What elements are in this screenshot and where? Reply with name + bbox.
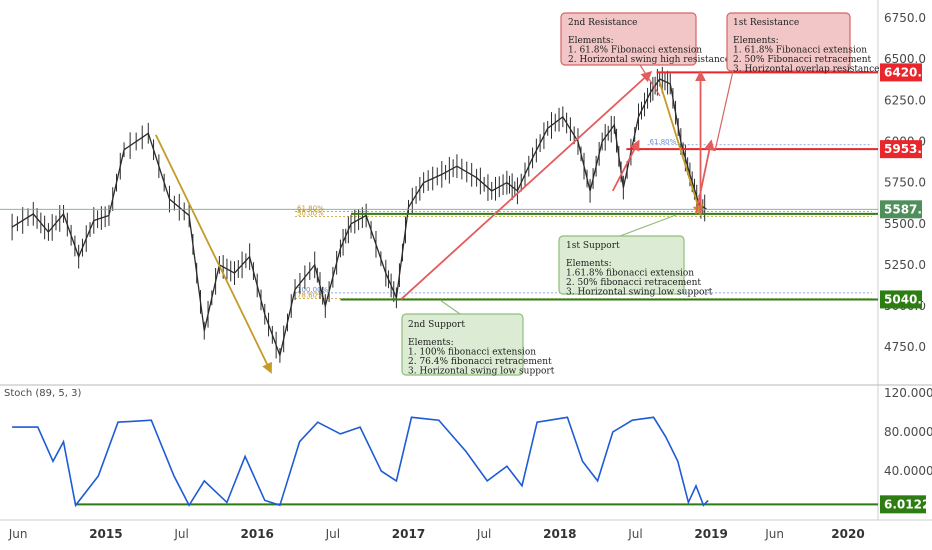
annotation-leader [619, 214, 677, 237]
retracement-arrow [658, 81, 704, 216]
oscillator-tick-label: 40.0000 [884, 464, 932, 478]
time-tick-label: 2019 [694, 527, 727, 541]
annotation-line: 1. 61.8% Fibonacci extension [568, 46, 702, 56]
trend-arrows [155, 70, 715, 374]
annotation-line: Elements: [566, 259, 612, 269]
fib-level-label: 78.60% [297, 292, 324, 300]
time-tick-label: 2018 [543, 527, 576, 541]
annotation-box [401, 313, 524, 376]
resistance-1-tag-bg [880, 140, 922, 159]
annotation-line: 1.61.8% fibonacci extension [566, 269, 694, 279]
price-tick-label: 6250.0 [884, 93, 926, 107]
projection-arrow [695, 139, 715, 215]
oscillator-axis: 40.0000 80.0000 120.0000 [884, 386, 932, 478]
support-2-tag-bg [880, 290, 922, 309]
extension-arrow [400, 70, 653, 301]
fib-level-label: 61.80% [297, 204, 324, 212]
price-line [11, 78, 707, 358]
oscillator-tick-label: 120.0000 [884, 386, 932, 400]
time-tick-label: Jun [764, 527, 784, 541]
last-price-tag: 5587.8 [884, 202, 930, 216]
price-tick-label: 5250.0 [884, 258, 926, 272]
annotation-support-1: 1st Support Elements:1.61.8% fibonacci ex… [558, 214, 713, 298]
annotation-leader [714, 70, 734, 152]
annotation-leader [439, 299, 461, 315]
annotation-line: Elements: [408, 338, 454, 348]
price-panel: 4750.05000.05250.05500.05750.06000.06250… [0, 0, 930, 385]
time-tick-label: 2017 [392, 527, 425, 541]
time-tick-label: Jun [8, 527, 28, 541]
oscillator-panel: Stoch (89, 5, 3) 40.000080.0000120.0000 … [4, 385, 932, 520]
resistance-2-tag: 6420.0 [884, 65, 930, 79]
annotation-title: 2nd Resistance [568, 18, 638, 28]
annotation-title: 1st Resistance [733, 18, 799, 28]
annotation-resistance-2: 2nd Resistance Elements:1. 61.8% Fibonacc… [560, 12, 730, 97]
annotation-line: Elements: [568, 36, 614, 46]
time-tick-label: 2016 [241, 527, 274, 541]
fib-level-label: 100.00% [297, 286, 328, 294]
annotation-title: 2nd Support [408, 320, 465, 330]
stochastic-series [12, 416, 878, 508]
price-tick-label: 6500.0 [884, 52, 926, 66]
time-tick-label: 2015 [89, 527, 122, 541]
fib-level-label: 50.00% [297, 209, 324, 217]
annotation-support-2: 2nd Support Elements:1. 100% fibonacci ex… [401, 299, 555, 377]
last-price-tag-bg [880, 200, 922, 219]
price-tick-label: 4750.0 [884, 340, 926, 354]
fib-level-label: 61.80% [650, 138, 677, 146]
annotation-line: 1. 61.8% Fibonacci extension [733, 46, 867, 56]
retracement-arrow [155, 134, 272, 374]
annotation-line: 3. Horizontal overlap resistance [733, 65, 879, 75]
stoch-line [12, 416, 709, 508]
extension-arrow [611, 139, 640, 192]
price-tick-label: 5750.0 [884, 176, 926, 190]
oscillator-tick-label: 80.0000 [884, 425, 932, 439]
annotation-line: 2. 50% Fibonacci retracement [733, 55, 872, 65]
time-axis: Jun 2015 Jul 2016 Jul 2017 Jul 2018 Jul 2019 Jun 20… [8, 527, 865, 541]
annotation-line: 2. 76.4% fibonacci retracement [408, 357, 552, 367]
annotation-box [558, 235, 685, 295]
annotation-line: Elements: [733, 36, 779, 46]
resistance-2-tag-bg [880, 63, 922, 82]
price-tick-label: 5500.0 [884, 217, 926, 231]
annotation-title: 1st Support [566, 241, 620, 251]
price-tags: 6420.0 5953.4 5587.8 5040.0 [880, 63, 930, 309]
annotation-line: 2. Horizontal swing high resistance [568, 55, 730, 65]
annotation-resistance-1: 1st Resistance Elements:1. 61.8% Fibonacc… [714, 12, 879, 152]
annotation-line: 3. Horizontal swing low support [566, 288, 713, 298]
stoch-value-tag: 6.0122 [884, 497, 930, 511]
annotation-line: 2. 50% fibonacci retracement [566, 278, 701, 288]
resistance-1-tag: 5953.4 [884, 142, 930, 156]
stoch-indicator-label[interactable]: Stoch (89, 5, 3) [4, 388, 81, 399]
price-tick-label: 6750.0 [884, 11, 926, 25]
time-tick-label: Jul [476, 527, 491, 541]
annotation-line: 1. 100% fibonacci extension [408, 348, 536, 358]
oscillator-tags: 6.0122 [880, 495, 930, 514]
price-axis: 4750.05000.05250.05500.05750.06000.06250… [884, 11, 926, 354]
support-resistance-levels [0, 71, 878, 301]
stoch-value-tag-bg [880, 495, 926, 514]
annotation-box [560, 12, 697, 66]
support-2-tag: 5040.0 [884, 292, 930, 306]
time-tick-label: Jul [325, 527, 340, 541]
annotation-line: 3. Horizontal swing low support [408, 367, 555, 377]
annotation-leader [639, 64, 661, 97]
time-tick-label: Jul [627, 527, 642, 541]
time-tick-label: Jul [173, 527, 188, 541]
annotation-box [726, 12, 851, 72]
time-tick-label: 2020 [831, 527, 864, 541]
